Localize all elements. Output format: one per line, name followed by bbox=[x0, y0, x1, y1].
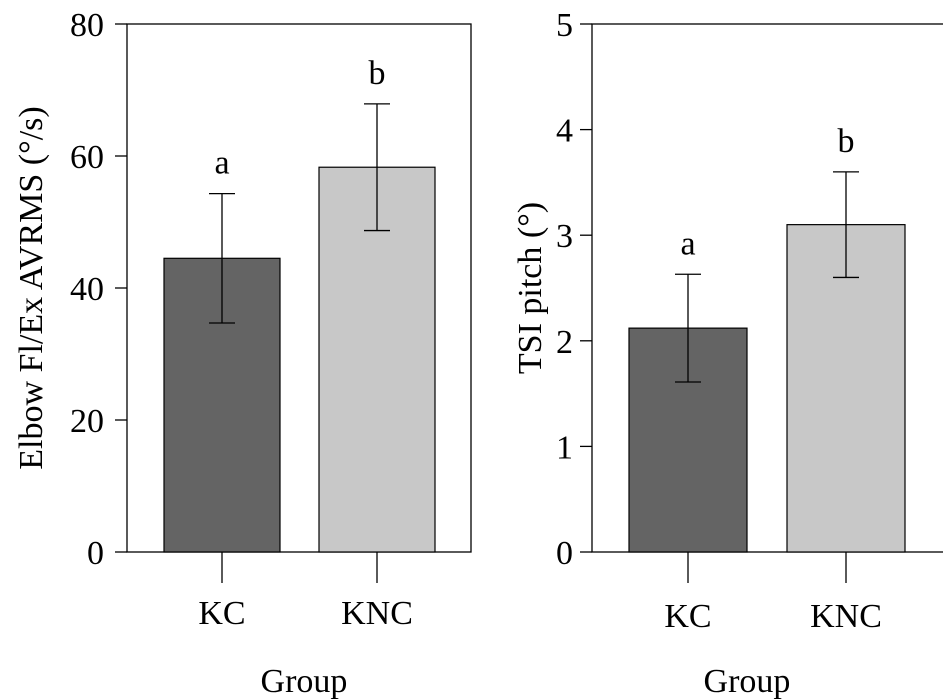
y-axis: 0 20 40 60 80 bbox=[70, 7, 127, 572]
y-tick-label: 2 bbox=[556, 324, 573, 361]
x-axis: KC KNC bbox=[198, 552, 413, 632]
y-axis-title: TSI pitch (°) bbox=[512, 202, 549, 374]
x-axis: KC KNC bbox=[664, 552, 882, 635]
y-tick-label: 40 bbox=[70, 271, 104, 308]
significance-label: b bbox=[838, 123, 855, 160]
plot-frame bbox=[591, 23, 943, 553]
bar-knc bbox=[786, 224, 906, 553]
y-tick-label: 80 bbox=[70, 7, 104, 44]
y-tick-label: 0 bbox=[87, 535, 104, 572]
y-tick-label: 4 bbox=[556, 113, 573, 150]
y-tick-label: 5 bbox=[556, 7, 573, 44]
x-tick-label: KC bbox=[664, 598, 711, 635]
bars: ab bbox=[163, 55, 436, 553]
bars: ab bbox=[628, 123, 906, 553]
x-tick-label: KC bbox=[198, 595, 245, 632]
significance-label: a bbox=[680, 225, 695, 262]
x-tick-label: KNC bbox=[810, 598, 882, 635]
x-tick-label: KNC bbox=[341, 595, 413, 632]
y-axis-title: Elbow Fl/Ex AVRMS (°/s) bbox=[13, 106, 50, 469]
y-tick-label: 60 bbox=[70, 139, 104, 176]
significance-label: a bbox=[214, 145, 229, 182]
y-tick-label: 20 bbox=[70, 403, 104, 440]
y-tick-label: 1 bbox=[556, 429, 573, 466]
x-axis-title: Group bbox=[704, 663, 791, 700]
y-axis: 0 1 2 3 4 5 bbox=[556, 7, 592, 572]
y-tick-label: 0 bbox=[556, 535, 573, 572]
significance-label: b bbox=[369, 55, 386, 92]
y-tick-label: 3 bbox=[556, 218, 573, 255]
x-axis-title: Group bbox=[261, 663, 348, 700]
